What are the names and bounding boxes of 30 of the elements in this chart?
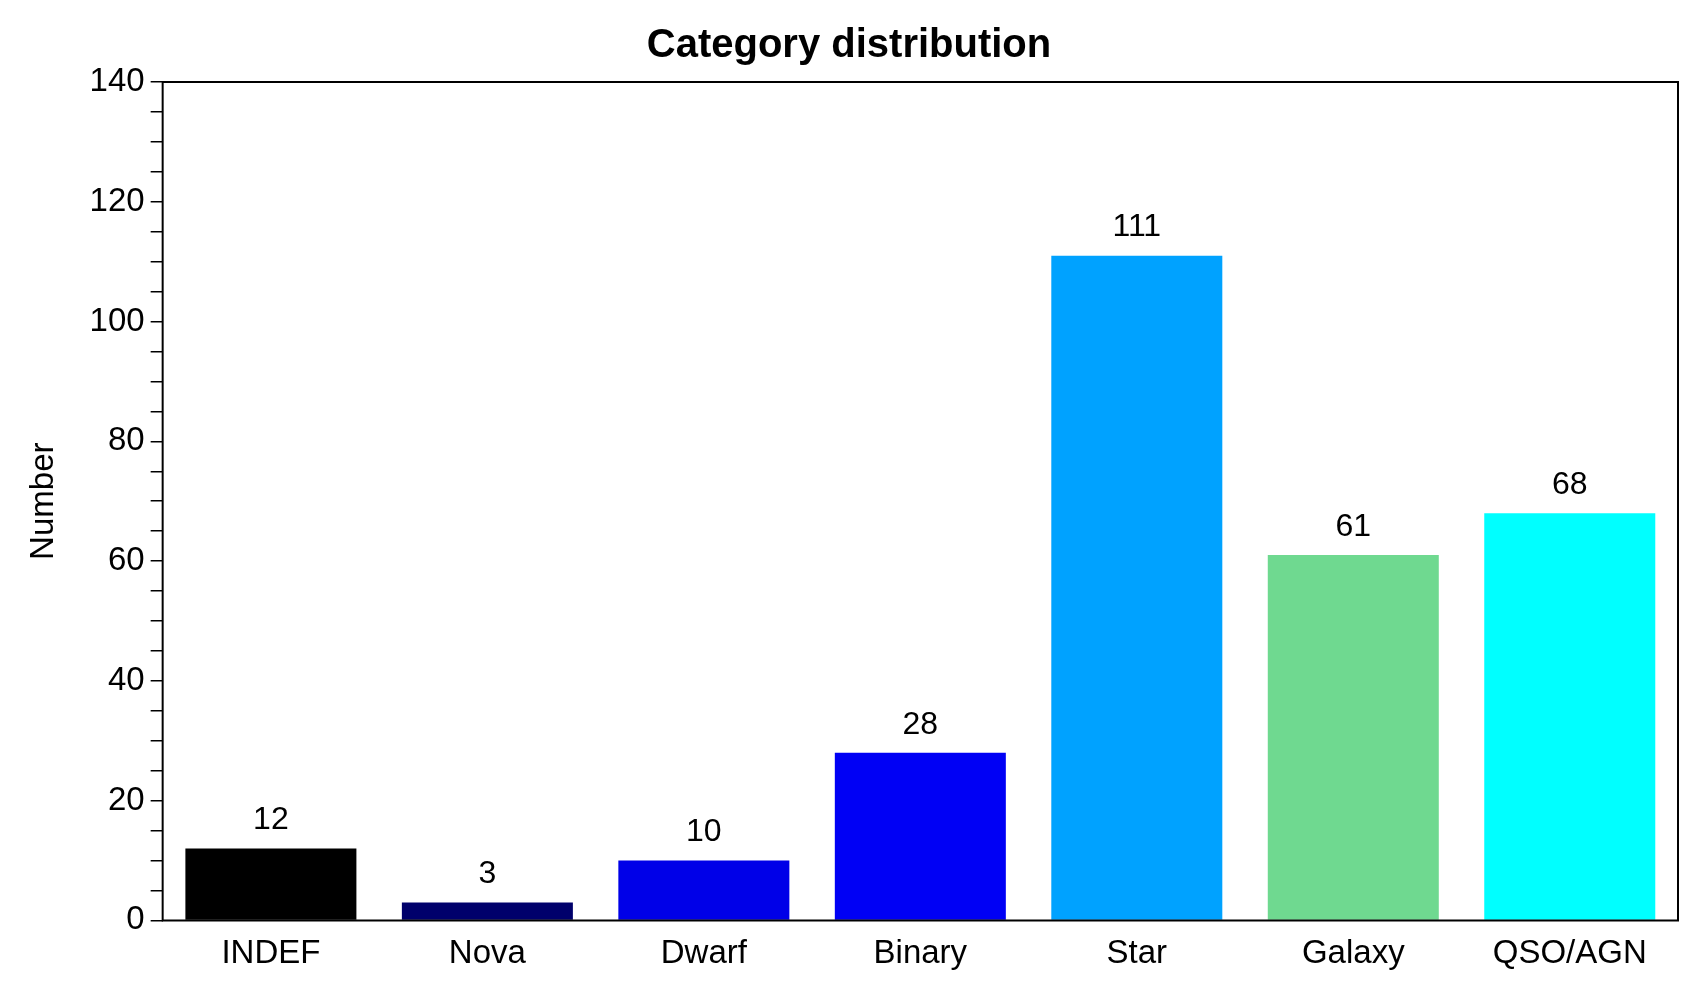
y-tick-label: 0 [126, 899, 145, 937]
x-tick-label: INDEF [221, 933, 321, 971]
y-tick-label: 60 [107, 540, 145, 578]
y-tick-label: 40 [107, 659, 145, 697]
chart-title: Category distribution [646, 21, 1052, 66]
x-tick-label: Dwarf [660, 933, 748, 971]
x-tick-label: Binary [873, 933, 968, 971]
x-tick-label: Nova [448, 933, 527, 971]
data-label: 10 [686, 812, 722, 849]
x-tick-label: QSO/AGN [1492, 933, 1647, 971]
bar [618, 860, 790, 920]
y-tick-label: 120 [89, 180, 145, 218]
data-label: 68 [1551, 465, 1588, 502]
y-tick-label: 80 [107, 420, 145, 458]
y-axis-title: Number [22, 442, 60, 560]
data-label: 61 [1335, 506, 1372, 543]
y-tick-label: 140 [89, 61, 145, 99]
bar [834, 752, 1006, 920]
data-label: 111 [1112, 207, 1162, 244]
y-tick-label: 20 [107, 779, 145, 817]
bar [1267, 555, 1439, 920]
bar [1051, 255, 1223, 920]
x-tick-label: Galaxy [1301, 933, 1406, 971]
y-tick-label: 100 [89, 300, 145, 338]
bar [401, 902, 573, 920]
data-label: 12 [253, 800, 289, 837]
data-label: 3 [478, 854, 497, 891]
data-label: 28 [902, 704, 939, 741]
x-tick-label: Star [1106, 933, 1168, 971]
bar [1484, 513, 1656, 920]
